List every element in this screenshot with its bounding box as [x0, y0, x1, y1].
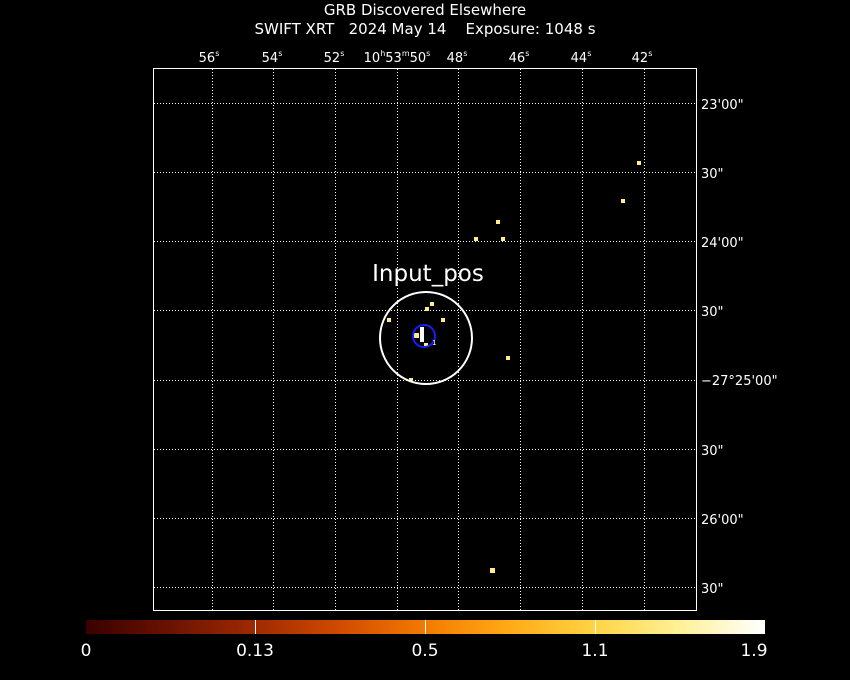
- photon-event: [496, 220, 500, 224]
- photon-event: [506, 356, 510, 360]
- dec-tick-label: 24'00": [701, 236, 744, 251]
- dec-tick-label: 26'00": [701, 513, 744, 528]
- ra-tick-label: 56s: [199, 49, 220, 66]
- photon-event: [621, 199, 625, 203]
- source-marker-label: 1: [432, 339, 436, 347]
- photon-event: [501, 237, 505, 241]
- ra-tick-label: 44s: [571, 49, 592, 66]
- dec-tick-label: 30": [701, 582, 724, 597]
- dec-tick-label: 30": [701, 305, 724, 320]
- dec-tick-label: 30": [701, 444, 724, 459]
- photon-event: [424, 343, 428, 347]
- photon-event: [425, 307, 429, 311]
- input-pos-label: Input_pos: [372, 261, 484, 287]
- photon-event: [409, 378, 413, 382]
- colorbar-label: 0.13: [236, 641, 274, 661]
- photon-event: [474, 237, 478, 241]
- photon-event: [387, 318, 391, 322]
- colorbar-label: 1.1: [581, 641, 609, 661]
- ra-tick-label: 42s: [632, 49, 653, 66]
- dec-tick-label: −27°25'00": [701, 374, 778, 389]
- colorbar-label: 0.5: [411, 641, 439, 661]
- photon-event: [490, 568, 495, 573]
- photon-event: [637, 161, 641, 165]
- colorbar-label: 1.9: [740, 641, 768, 661]
- ra-tick-label: 46s: [509, 49, 530, 66]
- ra-tick-label: 52s: [324, 49, 345, 66]
- image-title: GRB Discovered Elsewhere: [323, 1, 527, 19]
- ra-grid: [212, 69, 645, 610]
- photon-event: [430, 302, 434, 306]
- dec-tick-label: 30": [701, 167, 724, 182]
- dec-tick-labels: 23'00" 30" 24'00" 30" −27°25'00" 30" 26'…: [701, 98, 778, 597]
- photon-event: [441, 318, 445, 322]
- colorbar-label: 0: [80, 641, 92, 661]
- photon-event-bright: [420, 327, 424, 342]
- ra-tick-label: 54s: [262, 49, 283, 66]
- ra-tick-labels: 56s 54s 52s 10h53m50s 48s 46s 44s 42s: [199, 49, 653, 66]
- image-subtitle: SWIFT XRT 2024 May 14 Exposure: 1048 s: [254, 20, 596, 38]
- input-position-circle: [379, 291, 473, 385]
- source-circle: [412, 324, 436, 348]
- photon-event: [414, 333, 419, 338]
- photon-events: [387, 161, 641, 573]
- ra-tick-label-center: 10h53m50s: [364, 49, 431, 66]
- ra-tick-label: 48s: [447, 49, 468, 66]
- dec-tick-label: 23'00": [701, 98, 744, 113]
- plot-frame: [153, 68, 697, 611]
